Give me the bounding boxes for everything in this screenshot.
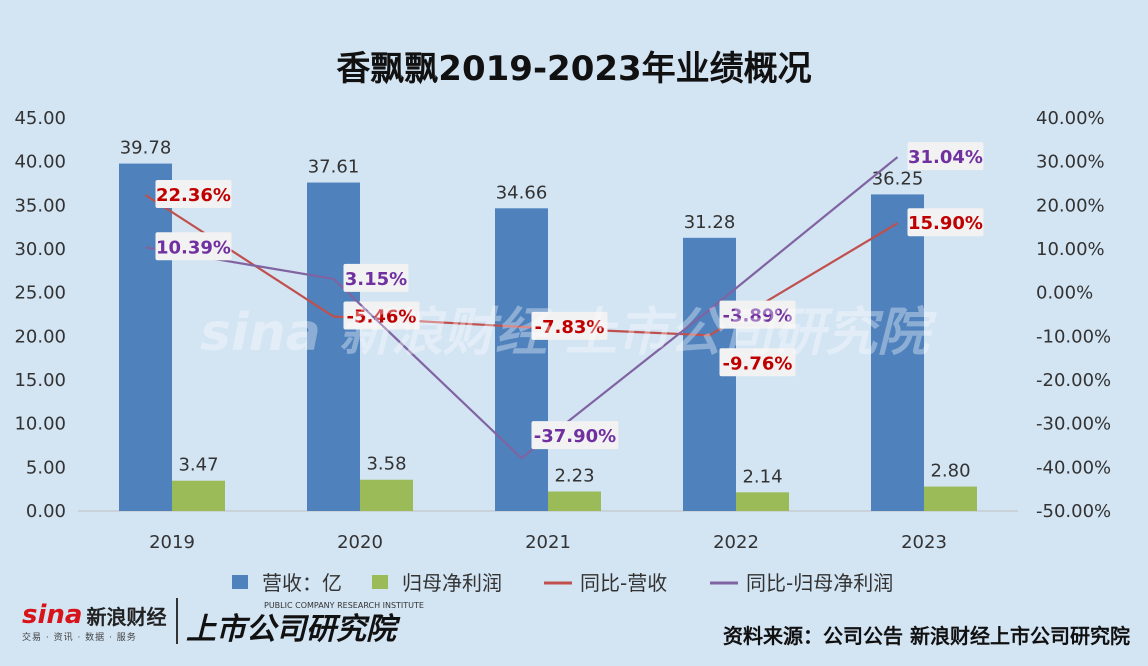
bar <box>871 194 924 511</box>
sina-tagline: 交易 · 资讯 · 数据 · 服务 <box>22 633 137 643</box>
y-left-tick-label: 25.00 <box>14 283 66 304</box>
data-label-box <box>155 232 232 261</box>
line-value-label: 31.04% <box>908 147 983 168</box>
data-label-box <box>907 208 984 237</box>
bar-value-label: 3.58 <box>366 454 406 475</box>
bar <box>924 486 977 511</box>
y-right-tick-label: 20.00% <box>1036 195 1105 216</box>
sina-name: 新浪财经 <box>86 604 167 629</box>
bar <box>119 163 172 511</box>
legend-label: 同比-营收 <box>580 571 667 595</box>
bar <box>360 479 413 511</box>
series-line <box>144 194 899 337</box>
bar-value-label: 2.14 <box>742 466 782 487</box>
bar-value-label: 37.61 <box>308 157 360 178</box>
chart-title: 香飘飘2019-2023年业绩概况 <box>336 49 811 89</box>
legend-label: 同比-归母净利润 <box>746 571 893 595</box>
legend-label: 归母净利润 <box>402 571 502 595</box>
data-label-box <box>343 301 420 330</box>
bar <box>736 492 789 511</box>
line-value-label: 22.36% <box>156 185 231 206</box>
y-left-tick-label: 20.00 <box>14 326 66 347</box>
sina-logo: sina 新浪财经 <box>22 600 166 630</box>
y-left-tick-label: 10.00 <box>14 414 66 435</box>
x-tick-label: 2021 <box>525 532 571 553</box>
y-right-tick-label: 30.00% <box>1036 152 1105 173</box>
line-value-label: 3.15% <box>345 269 407 290</box>
source-note: 资料来源：公司公告 新浪财经上市公司研究院 <box>723 624 1130 648</box>
line-value-label: 10.39% <box>156 237 231 258</box>
x-tick-label: 2020 <box>337 532 383 553</box>
y-right-tick-label: -30.00% <box>1036 414 1111 435</box>
y-left-tick-label: 40.00 <box>14 152 66 173</box>
legend-swatch <box>232 575 248 589</box>
y-right-tick-label: 40.00% <box>1036 108 1105 129</box>
y-left-tick-label: 35.00 <box>14 195 66 216</box>
bar <box>495 208 548 511</box>
data-label-box <box>343 263 409 292</box>
bar-value-label: 2.80 <box>930 461 970 482</box>
bar-value-label: 34.66 <box>496 182 548 203</box>
data-label-box <box>531 421 619 450</box>
data-label-box <box>531 311 608 340</box>
sina-mark: sina <box>22 600 83 630</box>
data-label-box <box>719 348 796 377</box>
legend-label: 营收：亿 <box>262 571 342 595</box>
y-right-tick-label: 10.00% <box>1036 239 1105 260</box>
bar-value-label: 3.47 <box>178 455 218 476</box>
bar <box>172 480 225 511</box>
bar-value-label: 31.28 <box>684 212 736 233</box>
institute-logo: 上市公司研究院 <box>186 612 396 647</box>
y-left-tick-label: 15.00 <box>14 370 66 391</box>
y-right-tick-label: -40.00% <box>1036 457 1111 478</box>
x-tick-label: 2023 <box>901 532 947 553</box>
y-left-tick-label: 30.00 <box>14 239 66 260</box>
bar-value-label: 2.23 <box>554 466 594 487</box>
y-right-tick-label: -10.00% <box>1036 326 1111 347</box>
y-right-tick-label: -20.00% <box>1036 370 1111 391</box>
x-tick-label: 2019 <box>149 532 195 553</box>
data-label-box <box>719 300 796 329</box>
data-label-box <box>907 142 984 171</box>
line-value-label: -9.76% <box>723 353 793 374</box>
y-left-tick-label: 0.00 <box>26 501 66 522</box>
line-value-label: -3.89% <box>723 306 793 327</box>
bar-value-label: 39.78 <box>120 138 172 159</box>
line-value-label: -5.46% <box>347 307 417 328</box>
y-right-tick-label: 0.00% <box>1036 283 1093 304</box>
bar-value-label: 36.25 <box>872 168 924 189</box>
y-right-tick-label: -50.00% <box>1036 501 1111 522</box>
line-value-label: -37.90% <box>534 426 616 447</box>
y-left-tick-label: 45.00 <box>14 108 66 129</box>
line-value-label: -7.83% <box>535 317 605 338</box>
legend-swatch <box>372 575 388 589</box>
series-line <box>145 156 899 460</box>
data-label-box <box>155 180 232 209</box>
logo-divider <box>176 598 178 644</box>
bar <box>548 491 601 511</box>
institute-tagline: PUBLIC COMPANY RESEARCH INSTITUTE <box>264 601 424 610</box>
bar <box>307 182 360 511</box>
line-value-label: 15.90% <box>908 213 983 234</box>
y-left-tick-label: 5.00 <box>26 457 66 478</box>
x-tick-label: 2022 <box>713 532 759 553</box>
